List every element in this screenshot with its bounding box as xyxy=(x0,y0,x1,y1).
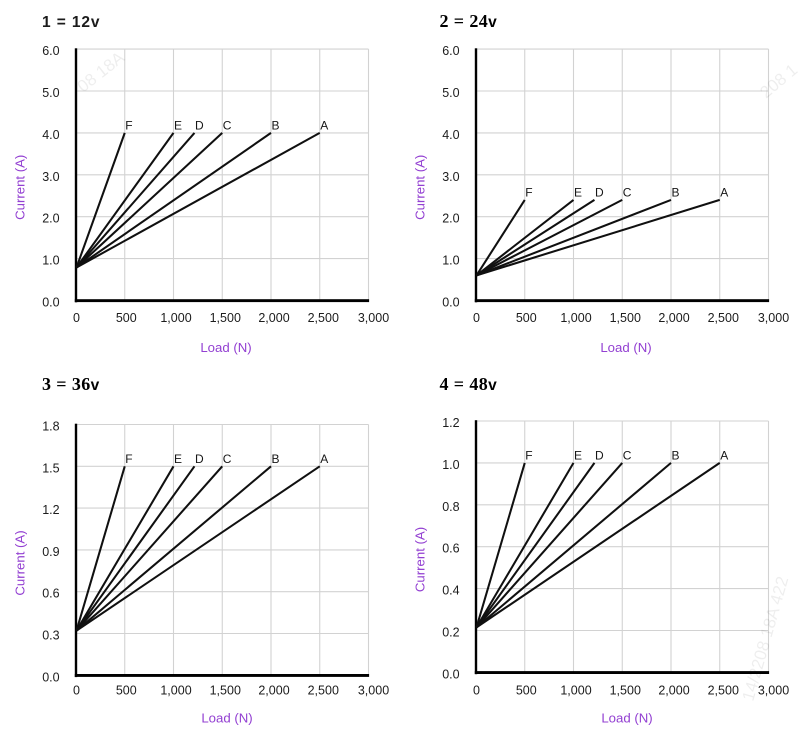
svg-text:B: B xyxy=(272,119,280,133)
svg-text:C: C xyxy=(623,449,632,463)
svg-text:1,500: 1,500 xyxy=(210,311,241,325)
svg-text:500: 500 xyxy=(516,683,537,697)
svg-text:A: A xyxy=(320,452,328,466)
svg-text:D: D xyxy=(595,186,604,200)
svg-text:2,000: 2,000 xyxy=(258,683,289,697)
svg-text:Load (N): Load (N) xyxy=(600,340,651,355)
svg-text:1,000: 1,000 xyxy=(160,683,191,697)
svg-text:0.0: 0.0 xyxy=(42,670,59,684)
svg-text:6.0: 6.0 xyxy=(442,44,459,58)
svg-text:0.9: 0.9 xyxy=(42,545,59,559)
svg-text:0: 0 xyxy=(73,311,80,325)
svg-text:B: B xyxy=(672,186,680,200)
svg-text:0: 0 xyxy=(473,683,480,697)
svg-text:B: B xyxy=(672,449,680,463)
svg-text:0.0: 0.0 xyxy=(442,667,459,681)
svg-text:2,500: 2,500 xyxy=(708,311,739,325)
svg-text:Current (A): Current (A) xyxy=(13,155,28,220)
svg-text:3 = 36v: 3 = 36v xyxy=(42,374,100,394)
svg-text:2,500: 2,500 xyxy=(308,311,339,325)
svg-text:1.0: 1.0 xyxy=(442,254,459,268)
svg-text:500: 500 xyxy=(116,683,137,697)
svg-text:Load (N): Load (N) xyxy=(601,711,652,726)
svg-text:0.4: 0.4 xyxy=(442,584,459,598)
svg-text:E: E xyxy=(574,186,582,200)
svg-text:0.3: 0.3 xyxy=(42,629,59,643)
svg-text:0: 0 xyxy=(473,311,480,325)
svg-text:Current (A): Current (A) xyxy=(413,527,428,592)
svg-text:0.6: 0.6 xyxy=(442,542,459,556)
svg-text:A: A xyxy=(720,186,728,200)
svg-text:1 = 12v: 1 = 12v xyxy=(42,14,100,31)
svg-text:Current (A): Current (A) xyxy=(13,530,28,595)
svg-text:A: A xyxy=(720,449,728,463)
svg-text:3,000: 3,000 xyxy=(358,311,389,325)
svg-text:5.0: 5.0 xyxy=(442,86,459,100)
svg-text:F: F xyxy=(525,449,532,463)
svg-text:500: 500 xyxy=(116,311,137,325)
svg-text:1.0: 1.0 xyxy=(42,254,59,268)
svg-text:F: F xyxy=(525,186,532,200)
svg-text:2 = 24v: 2 = 24v xyxy=(440,11,498,31)
svg-text:4.0: 4.0 xyxy=(42,128,59,142)
svg-text:0.0: 0.0 xyxy=(42,296,59,310)
svg-text:Load (N): Load (N) xyxy=(200,340,251,355)
svg-text:D: D xyxy=(195,119,204,133)
svg-text:F: F xyxy=(125,452,132,466)
svg-text:F: F xyxy=(125,119,132,133)
svg-text:2.0: 2.0 xyxy=(442,212,459,226)
svg-text:1,500: 1,500 xyxy=(610,311,641,325)
svg-text:1.0: 1.0 xyxy=(442,458,459,472)
svg-text:1,000: 1,000 xyxy=(160,311,191,325)
svg-text:2,000: 2,000 xyxy=(658,683,689,697)
svg-text:4 = 48v: 4 = 48v xyxy=(440,374,498,394)
svg-text:0.0: 0.0 xyxy=(442,296,459,310)
svg-text:0.6: 0.6 xyxy=(42,587,59,601)
svg-text:3,000: 3,000 xyxy=(758,311,789,325)
svg-text:1,000: 1,000 xyxy=(560,311,591,325)
svg-text:D: D xyxy=(595,449,604,463)
svg-text:3.0: 3.0 xyxy=(42,170,59,184)
svg-text:1.5: 1.5 xyxy=(42,461,59,475)
svg-text:1,500: 1,500 xyxy=(210,683,241,697)
svg-text:4.0: 4.0 xyxy=(442,128,459,142)
svg-text:2,000: 2,000 xyxy=(258,311,289,325)
svg-text:5.0: 5.0 xyxy=(42,86,59,100)
svg-text:2.0: 2.0 xyxy=(42,212,59,226)
svg-text:E: E xyxy=(574,449,582,463)
svg-text:E: E xyxy=(174,119,182,133)
svg-text:C: C xyxy=(623,186,632,200)
svg-text:Current (A): Current (A) xyxy=(413,155,428,220)
svg-text:B: B xyxy=(272,452,280,466)
svg-text:C: C xyxy=(223,119,232,133)
svg-text:3.0: 3.0 xyxy=(442,170,459,184)
svg-text:1.2: 1.2 xyxy=(442,416,459,430)
svg-text:2,000: 2,000 xyxy=(658,311,689,325)
svg-text:Load (N): Load (N) xyxy=(201,711,252,726)
svg-text:1.2: 1.2 xyxy=(42,503,59,517)
svg-text:3,000: 3,000 xyxy=(758,683,789,697)
svg-text:1,000: 1,000 xyxy=(560,683,591,697)
svg-text:0: 0 xyxy=(73,683,80,697)
svg-text:1,500: 1,500 xyxy=(610,683,641,697)
svg-text:2,500: 2,500 xyxy=(308,683,339,697)
svg-text:1.8: 1.8 xyxy=(42,420,59,434)
svg-text:A: A xyxy=(320,119,328,133)
svg-text:C: C xyxy=(223,452,232,466)
svg-text:3,000: 3,000 xyxy=(358,683,389,697)
svg-text:0.8: 0.8 xyxy=(442,500,459,514)
svg-text:E: E xyxy=(174,452,182,466)
svg-text:0.2: 0.2 xyxy=(442,626,459,640)
svg-text:500: 500 xyxy=(516,311,537,325)
svg-text:2,500: 2,500 xyxy=(708,683,739,697)
svg-text:6.0: 6.0 xyxy=(42,44,59,58)
svg-text:D: D xyxy=(195,452,204,466)
